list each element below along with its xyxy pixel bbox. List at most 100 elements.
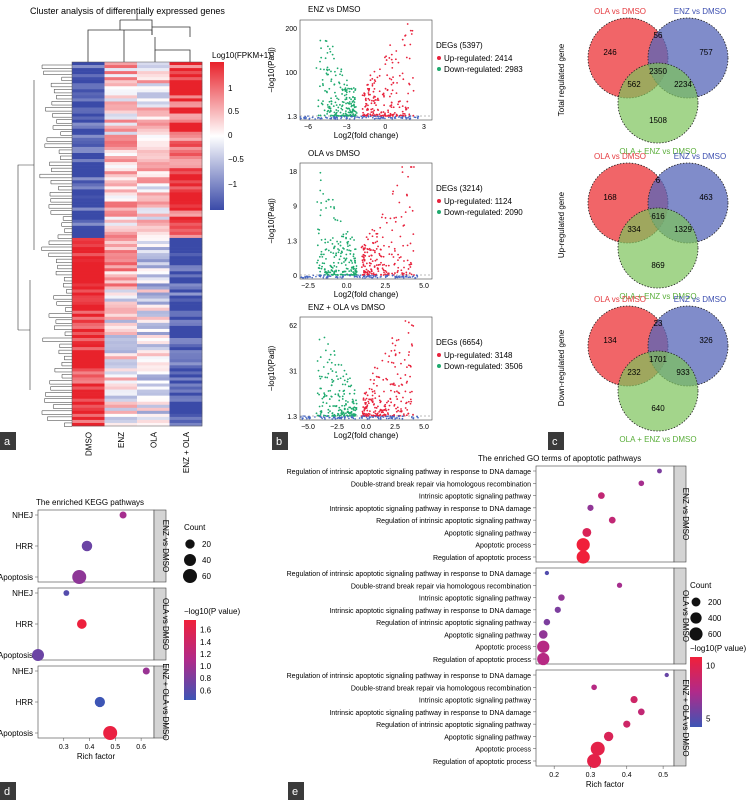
volcano-title: ENZ vs DMSO — [308, 5, 360, 14]
heatmap-cell — [169, 143, 203, 148]
heatmap-cell — [104, 168, 138, 172]
volcano-point — [345, 373, 348, 376]
facet-strip — [673, 465, 687, 563]
heatmap-legend-title: Log10(FPKM+1) — [212, 51, 271, 60]
volcano-point — [399, 410, 402, 413]
heatmap-cell — [169, 125, 203, 130]
volcano-point — [350, 102, 353, 105]
volcano-point — [330, 70, 332, 73]
heatmap-cell — [169, 350, 203, 354]
heatmap-cell — [72, 289, 105, 293]
volcano-point — [325, 207, 327, 209]
volcano-point — [323, 414, 325, 417]
heatmap-cell — [104, 265, 138, 269]
heatmap-cell — [104, 146, 138, 151]
volcano-point — [353, 103, 355, 106]
volcano-point — [355, 273, 358, 276]
volcano-point — [342, 375, 345, 378]
venn-circle-c — [617, 350, 699, 432]
heatmap-cell — [72, 274, 105, 278]
y-tick-label: Regulation of intrinsic apoptotic signal… — [376, 620, 531, 627]
volcano-point — [350, 412, 352, 414]
facet-strip — [153, 509, 167, 583]
volcano-point — [348, 107, 351, 110]
volcano-point-ns — [409, 276, 412, 278]
volcano-point — [404, 407, 407, 409]
volcano-point — [340, 250, 343, 253]
volcano-point-ns — [385, 415, 387, 418]
volcano-point — [391, 342, 394, 345]
heatmap-cell — [104, 407, 138, 412]
heatmap-cell — [104, 253, 138, 257]
volcano-point — [344, 87, 347, 90]
volcano-point — [334, 101, 337, 104]
heatmap-cell — [169, 331, 203, 336]
heatmap-cell — [169, 122, 203, 126]
volcano-point — [388, 57, 391, 59]
heatmap-cell — [169, 186, 203, 190]
heatmap-cell — [104, 316, 138, 321]
heatmap-cell — [169, 101, 203, 105]
heatmap-cell — [72, 250, 105, 254]
heatmap-cell — [169, 413, 203, 418]
dot-mark — [544, 570, 550, 576]
volcano-point — [410, 400, 413, 403]
heatmap-cell — [137, 413, 170, 418]
volcano-point — [399, 377, 402, 380]
heatmap-cell — [169, 216, 203, 221]
heatmap-cell — [72, 146, 105, 151]
volcano-point — [409, 263, 411, 266]
volcano-point — [319, 214, 322, 217]
volcano-point — [319, 39, 322, 42]
heatmap-cell — [72, 104, 105, 108]
volcano-point — [404, 390, 407, 393]
heatmap-cell — [137, 313, 170, 318]
heatmap-cell — [137, 168, 170, 172]
volcano-point-ns — [365, 116, 367, 119]
volcano-point — [341, 383, 344, 386]
heatmap-cell — [169, 392, 203, 396]
legend-up-dot — [437, 56, 441, 60]
volcano-point-ns — [380, 116, 382, 118]
volcano-point — [411, 209, 414, 212]
heatmap-cell — [169, 253, 203, 257]
volcano-point-ns — [328, 416, 330, 419]
facet-strip-label: ENZ vs DMSO — [681, 488, 690, 540]
count-legend-dot — [691, 597, 701, 607]
heatmap-cell — [104, 286, 138, 290]
y-tick-label: Regulation of intrinsic apoptotic signal… — [376, 518, 531, 525]
volcano-point — [351, 401, 354, 403]
volcano-point — [329, 353, 332, 356]
panel-label-a: a — [4, 436, 11, 448]
volcano-point — [373, 249, 376, 252]
volcano-point — [341, 104, 344, 107]
heatmap-cell — [169, 286, 203, 290]
volcano-point — [380, 255, 382, 258]
heatmap-cell — [169, 234, 203, 239]
volcano-point — [352, 255, 355, 258]
dendrogram-branch — [63, 283, 72, 288]
volcano-point — [350, 407, 353, 410]
heatmap-cell — [72, 395, 105, 399]
volcano-point — [378, 113, 381, 115]
volcano-point — [355, 399, 357, 402]
volcano-point — [407, 268, 410, 270]
volcano-ytick: 18 — [289, 169, 297, 176]
heatmap-cell — [169, 86, 203, 90]
heatmap-cell — [137, 365, 170, 369]
volcano-point-ns — [320, 416, 323, 419]
volcano-ylabel: −log10(Padj) — [267, 345, 276, 391]
venn-count-bc: 2234 — [674, 80, 692, 89]
volcano-point — [338, 414, 341, 417]
volcano-point-ns — [302, 415, 304, 417]
volcano-point — [338, 249, 341, 252]
volcano-point — [390, 361, 393, 364]
volcano-point — [328, 405, 331, 408]
volcano-point — [383, 114, 386, 116]
y-tick-label: Apoptosis — [0, 729, 33, 738]
volcano-point — [322, 84, 324, 87]
volcano-point — [348, 406, 351, 409]
heatmap-cell — [137, 62, 170, 66]
heatmap-cell — [104, 198, 138, 202]
volcano-down-label: Down-regulated: 3506 — [444, 362, 523, 371]
